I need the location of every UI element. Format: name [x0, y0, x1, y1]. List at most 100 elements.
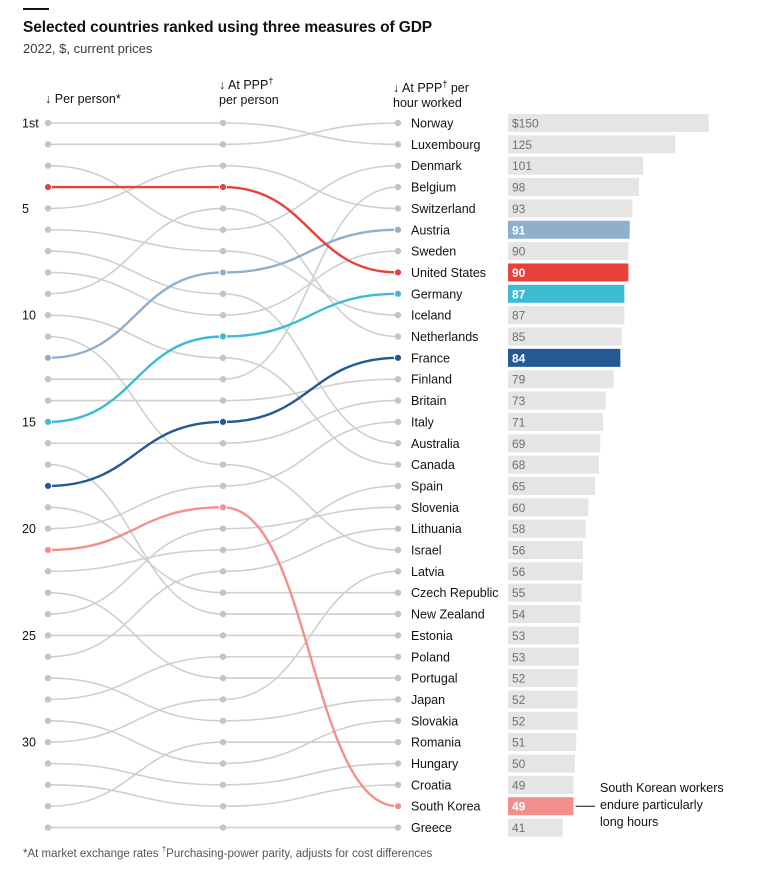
country-label: Austria: [411, 223, 450, 237]
rank-point-finland: [219, 397, 227, 404]
rank-point-iceland: [44, 226, 52, 233]
country-label: Czech Republic: [411, 586, 499, 600]
rank-point-greece: [219, 824, 227, 831]
bar-norway: [508, 114, 709, 132]
data-label-finland: 79: [512, 373, 526, 387]
country-label: Norway: [411, 117, 454, 131]
down-arrow-icon: ↓: [219, 78, 226, 93]
bar-estonia: [508, 626, 579, 645]
series-line-belgium: [48, 186, 399, 381]
data-label-portugal: 52: [512, 672, 526, 686]
chart-subtitle: 2022, $, current prices: [23, 41, 153, 56]
rank-point-canada: [219, 354, 227, 362]
rank-point-norway: [394, 119, 402, 127]
rank-point-estonia: [44, 632, 52, 639]
data-label-greece: 41: [512, 821, 526, 835]
rank-point-finland: [394, 376, 402, 383]
rank-point-sweden: [394, 247, 402, 255]
country-label: Germany: [411, 287, 463, 301]
data-label-croatia: 49: [512, 778, 526, 792]
bar-hungary: [508, 754, 575, 773]
rank-point-slovenia: [394, 504, 402, 511]
bar-croatia: [508, 775, 574, 794]
rank-point-australia: [219, 290, 227, 297]
rank-point-luxembourg: [394, 141, 402, 148]
rank-point-france: [43, 481, 53, 491]
bar-britain: [508, 391, 606, 410]
bar-japan: [508, 690, 578, 709]
rank-point-netherlands: [44, 290, 52, 297]
rank-point-estonia: [219, 632, 227, 639]
data-label-austria: 91: [512, 223, 526, 237]
data-label-italy: 71: [512, 415, 526, 429]
rank-point-finland: [44, 397, 52, 404]
data-label-new-zealand: 54: [512, 608, 526, 622]
series-line-south-korea: [47, 506, 399, 808]
country-label: Israel: [411, 544, 442, 558]
data-label-luxembourg: 125: [512, 138, 532, 152]
down-arrow-icon: ↓: [45, 92, 52, 106]
data-label-united-states: 90: [512, 266, 526, 280]
series-line-finland: [48, 378, 399, 402]
country-label: Canada: [411, 458, 455, 472]
rank-point-germany: [43, 417, 53, 426]
rank-point-luxembourg: [219, 119, 227, 127]
rank-point-belgium: [219, 376, 227, 383]
rank-point-new-zealand: [44, 461, 52, 468]
rank-point-hungary: [44, 760, 52, 767]
bar-south-korea: [508, 797, 574, 816]
rank-point-czech-republic: [44, 504, 52, 511]
data-label-switzerland: 93: [512, 202, 526, 216]
bar-germany: [508, 284, 625, 303]
country-label: Britain: [411, 394, 446, 408]
bar-lithuania: [508, 519, 586, 538]
country-label: Spain: [411, 479, 443, 493]
down-arrow-icon: ↓: [393, 81, 400, 96]
rank-tick-label: 15: [22, 415, 36, 429]
data-label-hungary: 50: [512, 757, 526, 771]
country-label: Belgium: [411, 181, 456, 195]
rank-point-spain: [44, 568, 52, 575]
country-label: Switzerland: [411, 202, 476, 216]
bar-latvia: [508, 562, 583, 581]
bar-slovakia: [508, 711, 578, 730]
data-label-latvia: 56: [512, 565, 526, 579]
country-label: Greece: [411, 821, 452, 835]
rank-point-greece: [394, 824, 402, 831]
series-line-australia: [47, 250, 399, 445]
bar-australia: [508, 434, 601, 453]
country-label: Slovenia: [411, 501, 459, 515]
rank-point-estonia: [394, 632, 402, 639]
data-label-germany: 87: [512, 287, 526, 301]
rank-point-south-korea: [393, 802, 403, 811]
title-rule: [23, 8, 49, 10]
data-label-south-korea: 49: [512, 800, 526, 814]
country-label: Latvia: [411, 565, 444, 579]
series-line-romania: [47, 741, 398, 807]
column-header-per-person: ↓ Per person*: [45, 92, 121, 106]
rank-point-netherlands: [394, 333, 402, 340]
rank-tick-label: 1st: [22, 117, 39, 131]
rank-point-italy: [394, 418, 402, 426]
country-label: Croatia: [411, 778, 451, 792]
rank-point-united-states: [218, 182, 228, 192]
rank-point-croatia: [394, 781, 402, 789]
bar-luxembourg: [508, 135, 676, 154]
rank-point-latvia: [44, 738, 52, 746]
bar-iceland: [508, 306, 625, 325]
footnote: *At market exchange rates †Purchasing-po…: [23, 845, 433, 860]
country-label: Slovakia: [411, 714, 458, 728]
rank-point-portugal: [44, 589, 52, 596]
data-label-iceland: 87: [512, 309, 526, 323]
series-line-denmark: [47, 164, 399, 231]
bar-switzerland: [508, 199, 633, 218]
rank-point-spain: [394, 482, 402, 490]
rank-point-japan: [44, 674, 52, 682]
country-label: Netherlands: [411, 330, 478, 344]
rank-point-czech-republic: [394, 589, 402, 596]
bar-france: [508, 348, 621, 367]
rank-point-canada: [394, 461, 402, 468]
rank-point-spain: [219, 546, 227, 554]
rank-point-norway: [44, 141, 52, 148]
series-line-latvia: [47, 570, 399, 743]
